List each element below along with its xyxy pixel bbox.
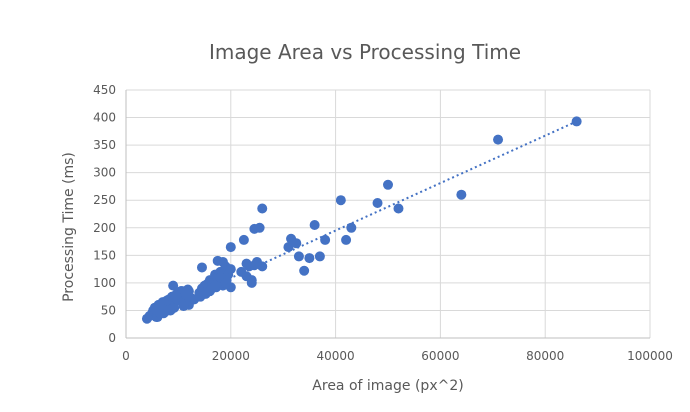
data-point: [225, 264, 236, 275]
data-point: [283, 242, 294, 253]
data-point: [493, 134, 504, 145]
data-point: [304, 253, 315, 264]
data-point: [293, 251, 304, 262]
y-tick-label: 250: [93, 193, 116, 207]
x-tick-label: 20000: [212, 349, 250, 363]
x-tick-label: 60000: [421, 349, 459, 363]
x-tick-label: 100000: [627, 349, 673, 363]
data-point: [571, 116, 582, 127]
y-tick-label: 150: [93, 248, 116, 262]
data-point: [225, 242, 236, 253]
data-point: [210, 280, 221, 291]
y-tick-label: 0: [108, 331, 116, 345]
data-point: [309, 220, 320, 231]
data-point: [291, 238, 302, 249]
data-point: [257, 203, 268, 214]
data-point: [182, 284, 193, 295]
data-point: [456, 189, 467, 200]
data-points: [141, 116, 582, 324]
data-point: [238, 234, 249, 245]
linear-trendline: [146, 120, 578, 317]
data-point: [170, 290, 181, 301]
y-tick-label: 300: [93, 166, 116, 180]
data-point: [383, 179, 393, 190]
x-tick-label: 0: [122, 349, 130, 363]
x-tick-label: 40000: [317, 349, 355, 363]
data-point: [168, 280, 179, 291]
y-tick-label: 450: [93, 83, 116, 97]
data-point: [299, 265, 310, 276]
data-point: [225, 282, 236, 293]
x-tick-label: 80000: [526, 349, 564, 363]
data-point: [314, 251, 325, 262]
x-axis-title: Area of image (px^2): [312, 378, 463, 394]
gridlines: [126, 89, 651, 338]
chart-title: Image Area vs Processing Time: [209, 40, 521, 64]
y-tick-label: 50: [101, 303, 116, 317]
data-point: [335, 195, 346, 206]
trendline-layer: [146, 120, 578, 317]
data-point: [346, 222, 357, 233]
tick-labels: 0 50 100 150 200 250 300 350 400 450 0 20000 40000 60…: [93, 83, 673, 363]
data-point: [341, 234, 352, 245]
y-axis-title: Processing Time (ms): [61, 152, 77, 302]
y-tick-label: 100: [93, 276, 116, 290]
y-tick-label: 400: [93, 111, 116, 125]
data-point: [178, 301, 189, 312]
data-point: [217, 256, 228, 267]
data-point: [196, 262, 207, 273]
y-tick-label: 350: [93, 138, 116, 152]
data-point: [252, 256, 262, 267]
data-point: [372, 197, 383, 208]
axes: [125, 90, 650, 339]
data-point: [393, 203, 404, 214]
data-point: [320, 234, 331, 245]
data-point: [254, 222, 265, 233]
data-point: [246, 275, 257, 286]
y-tick-label: 200: [93, 221, 116, 235]
